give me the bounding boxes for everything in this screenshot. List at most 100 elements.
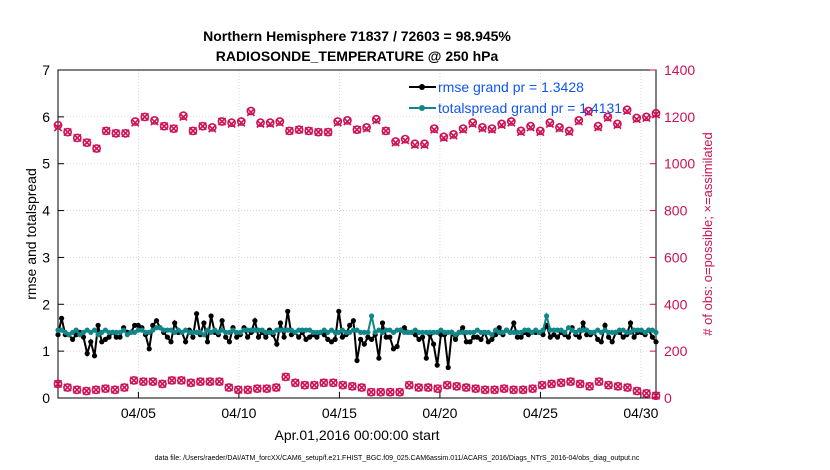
obs-possible-marker [385,387,395,397]
obs-assimilated-marker [556,378,566,387]
data-point [401,329,407,335]
data-point [416,329,422,335]
data-point [274,341,280,347]
data-point [474,334,480,340]
obs-assimilated-marker [430,125,439,134]
data-point [255,334,262,340]
data-point [474,327,480,333]
obs-assimilated-marker [471,384,480,393]
obs-assimilated-marker [275,118,284,127]
obs-assimilated-marker [73,133,82,143]
obs-possible-marker [285,126,294,136]
data-point [482,329,488,335]
data-point [365,329,371,335]
obs-assimilated-marker [536,127,545,137]
data-point [252,318,258,324]
obs-assimilated-marker [642,389,651,398]
data-point [514,334,521,340]
data-point [223,334,229,340]
data-point [336,308,342,314]
x-tick-label: 04/20 [422,405,457,421]
data-point [303,327,309,333]
obs-possible-marker [632,113,642,123]
obs-possible-marker [651,391,661,401]
obs-assimilated-marker [518,385,528,394]
obs-assimilated-marker [490,385,499,394]
y-axis-label: rmse and totalspread [23,168,39,300]
data-point [554,327,561,333]
data-point [624,329,630,335]
data-point [544,313,550,319]
obs-possible-marker [362,123,371,132]
chart-title-line2: RADIOSONDE_TEMPERATURE @ 250 hPa [216,48,499,64]
data-point [266,329,273,335]
obs-assimilated-marker [169,124,178,133]
obs-possible-marker [433,384,443,393]
data-point [420,334,426,340]
data-point [358,336,364,342]
obs-assimilated-marker [167,376,177,385]
obs-possible-marker [423,383,433,392]
obs-possible-marker [101,126,111,136]
data-point [84,350,90,357]
data-point [128,329,134,335]
data-point [59,315,65,321]
data-point [369,313,375,319]
data-point [460,325,466,331]
obs-assimilated-marker [148,377,158,386]
obs-assimilated-marker [63,127,72,137]
data-point [164,334,170,340]
obs-assimilated-marker [420,140,429,150]
y-right-tick-label: 200 [664,343,688,359]
obs-assimilated-marker [584,108,593,117]
data-point [197,329,203,335]
data-point [161,327,167,333]
y-right-tick-label: 0 [664,390,672,406]
data-point [183,339,189,345]
obs-assimilated-marker [237,118,246,127]
obs-possible-marker [178,111,188,121]
data-point [106,329,112,335]
obs-assimilated-marker [623,383,632,392]
obs-assimilated-marker [545,119,555,129]
obs-assimilated-marker [120,383,129,392]
obs-possible-marker [195,377,205,386]
obs-assimilated-marker [372,116,381,125]
series-possible [53,105,661,153]
obs-possible-marker [129,375,139,385]
obs-assimilated-marker [82,138,92,147]
obs-assimilated-marker [314,127,323,137]
obs-possible-marker [574,116,584,125]
data-point [142,329,149,335]
data-point [489,336,495,342]
series-assimilated [53,106,661,153]
obs-assimilated-marker [91,385,101,394]
data-point [609,329,615,335]
data-point [314,334,320,340]
obs-assimilated-marker [452,382,461,391]
plot-area [57,69,657,399]
obs-assimilated-marker [196,377,205,386]
data-point [598,339,604,345]
data-point [576,334,583,340]
data-point [606,334,612,340]
obs-possible-marker [148,377,158,386]
obs-possible-marker [555,123,564,132]
obs-assimilated-marker [555,124,564,133]
obs-possible-marker [252,384,262,393]
obs-assimilated-marker [110,385,120,394]
data-point [631,334,637,340]
obs-assimilated-marker [433,384,442,393]
obs-possible-marker [233,385,243,395]
data-point [463,339,469,345]
legend-spread-marker [419,105,425,111]
series-layer [53,105,661,401]
obs-assimilated-marker [642,113,651,123]
data-point [194,311,200,317]
data-point [478,329,484,335]
data-point [314,329,320,335]
obs-assimilated-marker [243,385,252,394]
obs-possible-marker [101,384,110,393]
data-point [113,334,119,340]
